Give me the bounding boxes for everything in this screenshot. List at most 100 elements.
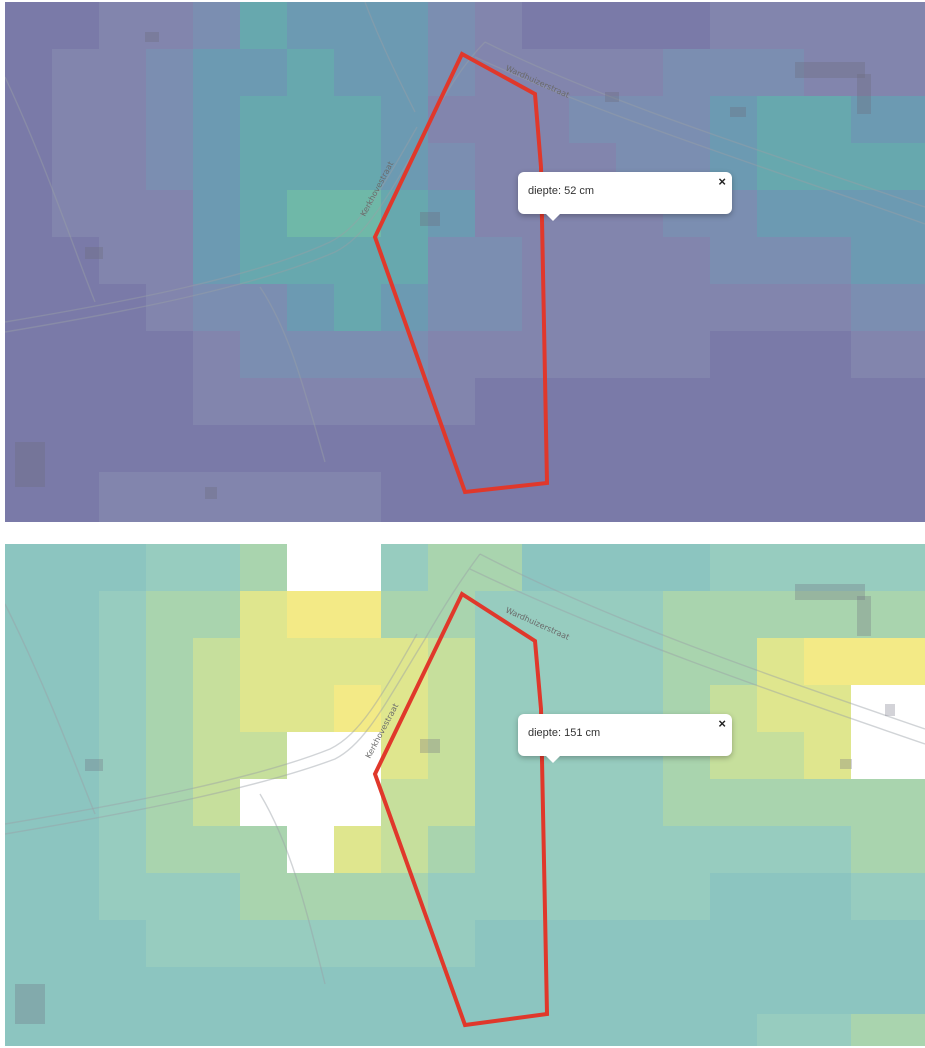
raster-cell	[5, 591, 52, 638]
raster-cell	[240, 920, 287, 967]
raster-cell	[898, 685, 925, 732]
raster-cell	[193, 143, 240, 190]
raster-cell	[475, 472, 522, 519]
raster-cell	[381, 920, 428, 967]
raster-cell	[475, 378, 522, 425]
raster-cell	[522, 237, 569, 284]
raster-cell	[851, 638, 898, 685]
raster-cell	[757, 1014, 804, 1046]
raster-cell	[898, 779, 925, 826]
raster-cell	[475, 190, 522, 237]
raster-cell	[475, 732, 522, 779]
raster-cell	[146, 49, 193, 96]
raster-cell	[99, 920, 146, 967]
raster-cell	[381, 826, 428, 873]
raster-cell	[663, 2, 710, 49]
raster-cell	[475, 2, 522, 49]
building-shape	[145, 32, 159, 42]
raster-cell	[616, 284, 663, 331]
raster-cell	[522, 96, 569, 143]
raster-cell	[475, 519, 522, 522]
raster-cell	[898, 190, 925, 237]
raster-cell	[804, 826, 851, 873]
raster-cell	[240, 873, 287, 920]
raster-cell	[757, 425, 804, 472]
raster-cell	[898, 284, 925, 331]
raster-cell	[851, 519, 898, 522]
building-shape	[730, 107, 746, 117]
raster-cell	[146, 920, 193, 967]
raster-cell	[334, 873, 381, 920]
raster-cell	[240, 967, 287, 1014]
raster-cell	[475, 544, 522, 591]
raster-cell	[851, 826, 898, 873]
raster-cell	[52, 190, 99, 237]
raster-cell	[334, 967, 381, 1014]
raster-cell	[616, 378, 663, 425]
raster-cell	[334, 237, 381, 284]
parcel-outline[interactable]	[5, 544, 925, 1046]
raster-cell	[898, 826, 925, 873]
raster-cell	[146, 284, 193, 331]
raster-cell	[522, 591, 569, 638]
raster-cell	[99, 2, 146, 49]
raster-cell	[193, 873, 240, 920]
raster-cell	[287, 826, 334, 873]
raster-cell	[5, 967, 52, 1014]
raster-cell	[193, 544, 240, 591]
raster-cell	[804, 873, 851, 920]
raster-cell	[193, 967, 240, 1014]
raster-cell	[287, 967, 334, 1014]
raster-cell	[522, 544, 569, 591]
raster-cell	[663, 378, 710, 425]
map-panel-depth-151[interactable]: Wardhuizerstraat Kerkhovestraat diepte: …	[5, 544, 925, 1046]
raster-cell	[428, 685, 475, 732]
raster-cell	[334, 519, 381, 522]
raster-cell	[287, 331, 334, 378]
raster-grid-layer	[5, 544, 925, 1046]
raster-cell	[428, 331, 475, 378]
raster-cell	[146, 96, 193, 143]
raster-cell	[428, 472, 475, 519]
raster-cell	[757, 331, 804, 378]
close-icon[interactable]: ×	[718, 716, 726, 731]
raster-cell	[569, 544, 616, 591]
raster-cell	[52, 472, 99, 519]
raster-cell	[334, 638, 381, 685]
raster-cell	[5, 2, 52, 49]
raster-cell	[52, 779, 99, 826]
parcel-outline[interactable]	[5, 2, 925, 522]
raster-cell	[804, 331, 851, 378]
raster-cell	[710, 49, 757, 96]
close-icon[interactable]: ×	[718, 174, 726, 189]
raster-cell	[193, 190, 240, 237]
raster-cell	[287, 685, 334, 732]
raster-cell	[240, 732, 287, 779]
raster-cell	[663, 591, 710, 638]
raster-cell	[193, 331, 240, 378]
raster-cell	[757, 873, 804, 920]
raster-cell	[193, 685, 240, 732]
raster-cell	[287, 544, 334, 591]
raster-cell	[240, 472, 287, 519]
raster-cell	[146, 1014, 193, 1046]
raster-cell	[804, 779, 851, 826]
raster-cell	[710, 779, 757, 826]
raster-cell	[5, 779, 52, 826]
building-shape	[857, 74, 871, 114]
raster-cell	[287, 1014, 334, 1046]
raster-cell	[334, 544, 381, 591]
map-panel-depth-52[interactable]: Wardhuizerstraat Kerkhovestraat diepte: …	[5, 2, 925, 522]
raster-cell	[898, 331, 925, 378]
raster-cell	[146, 331, 193, 378]
raster-cell	[146, 779, 193, 826]
raster-cell	[569, 591, 616, 638]
raster-cell	[334, 378, 381, 425]
raster-cell	[52, 378, 99, 425]
raster-cell	[146, 472, 193, 519]
raster-cell	[757, 96, 804, 143]
raster-cell	[5, 237, 52, 284]
raster-cell	[804, 591, 851, 638]
raster-cell	[428, 873, 475, 920]
raster-cell	[5, 826, 52, 873]
